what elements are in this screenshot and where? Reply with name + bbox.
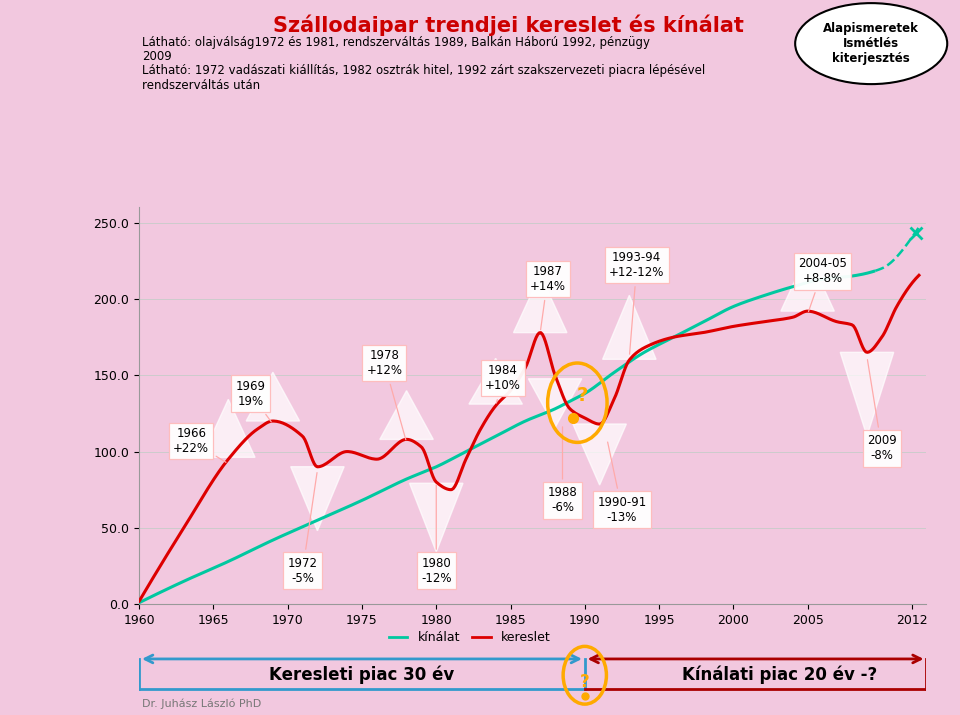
Text: 1980
-12%: 1980 -12% [421, 485, 451, 585]
Text: Dr. Juhász László PhD: Dr. Juhász László PhD [142, 699, 261, 709]
Text: 1993-94
+12-12%: 1993-94 +12-12% [609, 252, 664, 354]
Polygon shape [468, 358, 522, 404]
Polygon shape [573, 424, 626, 485]
Text: 1987
+14%: 1987 +14% [530, 265, 565, 330]
Text: 2004-05
+8-8%: 2004-05 +8-8% [798, 257, 847, 312]
Text: 2009: 2009 [142, 50, 172, 63]
Polygon shape [514, 275, 567, 332]
Polygon shape [410, 483, 463, 552]
Text: ?: ? [580, 673, 589, 691]
Text: Alapismeretek
Ismétlés
kiterjesztés: Alapismeretek Ismétlés kiterjesztés [824, 22, 919, 65]
Text: ?: ? [576, 385, 588, 405]
Circle shape [795, 3, 948, 84]
Text: 2009
-8%: 2009 -8% [867, 360, 897, 463]
Text: 1978
+12%: 1978 +12% [367, 349, 406, 440]
Text: 1984
+10%: 1984 +10% [485, 364, 521, 403]
Polygon shape [840, 352, 894, 436]
Text: Kínálati piac 20 év -?: Kínálati piac 20 év -? [682, 666, 876, 684]
Polygon shape [246, 373, 300, 421]
Text: Látható: 1972 vadászati kiállítás, 1982 osztrák hitel, 1992 zárt szakszervezeti : Látható: 1972 vadászati kiállítás, 1982 … [142, 64, 706, 77]
Text: 1966
+22%: 1966 +22% [173, 427, 226, 463]
Text: 1972
-5%: 1972 -5% [288, 473, 318, 585]
Text: rendszerváltás után: rendszerváltás után [142, 79, 260, 92]
Polygon shape [202, 400, 255, 458]
Text: Látható: olajválság1972 és 1981, rendszerváltás 1989, Balkán Háború 1992, pénzüg: Látható: olajválság1972 és 1981, rendsze… [142, 36, 650, 49]
Text: 1969
19%: 1969 19% [235, 380, 272, 422]
Polygon shape [780, 253, 834, 311]
Polygon shape [528, 379, 582, 428]
Legend: kínálat, kereslet: kínálat, kereslet [384, 626, 556, 649]
Polygon shape [603, 295, 656, 360]
Text: Keresleti piac 30 év: Keresleti piac 30 év [270, 666, 455, 684]
Text: 1988
-6%: 1988 -6% [547, 427, 577, 514]
Text: 1990-91
-13%: 1990-91 -13% [597, 442, 646, 523]
Text: Szállodaipar trendjei kereslet és kínálat: Szállodaipar trendjei kereslet és kínála… [274, 14, 744, 36]
Polygon shape [380, 390, 433, 440]
Polygon shape [291, 467, 345, 531]
